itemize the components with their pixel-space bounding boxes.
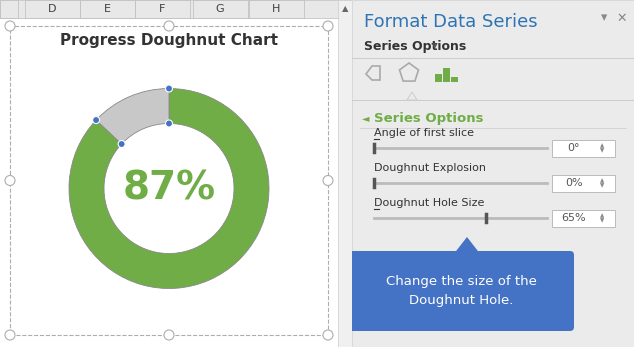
Circle shape — [93, 117, 100, 124]
Text: ▼: ▼ — [600, 149, 604, 153]
Circle shape — [118, 141, 125, 147]
FancyBboxPatch shape — [443, 68, 450, 82]
Text: 0°: 0° — [568, 143, 580, 153]
Text: Progress Doughnut Chart: Progress Doughnut Chart — [60, 33, 278, 48]
Circle shape — [323, 21, 333, 31]
Circle shape — [165, 85, 172, 92]
Text: Series Options: Series Options — [364, 40, 466, 52]
Text: Angle of first slice: Angle of first slice — [374, 128, 474, 138]
Polygon shape — [453, 237, 481, 255]
Circle shape — [5, 21, 15, 31]
Polygon shape — [407, 92, 417, 100]
FancyBboxPatch shape — [552, 139, 614, 156]
FancyBboxPatch shape — [134, 0, 190, 18]
FancyBboxPatch shape — [435, 74, 442, 82]
FancyBboxPatch shape — [25, 0, 79, 18]
Text: F: F — [158, 4, 165, 14]
Text: D: D — [48, 4, 56, 14]
Circle shape — [105, 125, 233, 253]
FancyBboxPatch shape — [451, 77, 458, 82]
Circle shape — [164, 330, 174, 340]
Text: ▲: ▲ — [600, 213, 604, 219]
Text: 87%: 87% — [122, 169, 216, 208]
FancyBboxPatch shape — [0, 0, 18, 18]
FancyBboxPatch shape — [249, 0, 304, 18]
FancyBboxPatch shape — [10, 26, 328, 335]
Text: ▾: ▾ — [432, 41, 437, 51]
FancyBboxPatch shape — [338, 0, 352, 347]
Text: G: G — [216, 4, 224, 14]
FancyBboxPatch shape — [193, 0, 247, 18]
Circle shape — [164, 21, 174, 31]
Text: Doughnut Explosion: Doughnut Explosion — [374, 163, 486, 173]
FancyBboxPatch shape — [352, 0, 634, 347]
FancyBboxPatch shape — [552, 175, 614, 192]
Text: ▼: ▼ — [600, 184, 604, 188]
Wedge shape — [69, 88, 269, 288]
Text: ▲: ▲ — [600, 178, 604, 184]
Circle shape — [165, 120, 172, 127]
Text: Change the size of the
Doughnut Hole.: Change the size of the Doughnut Hole. — [385, 275, 536, 307]
Text: Format Data Series: Format Data Series — [364, 13, 538, 31]
FancyBboxPatch shape — [0, 0, 352, 18]
Circle shape — [5, 330, 15, 340]
FancyBboxPatch shape — [79, 0, 134, 18]
Text: ▲: ▲ — [342, 5, 348, 14]
Text: ◄: ◄ — [362, 113, 370, 123]
Text: 65%: 65% — [562, 213, 586, 223]
Text: ✕: ✕ — [617, 11, 627, 25]
Wedge shape — [96, 88, 169, 144]
FancyBboxPatch shape — [348, 251, 574, 331]
Circle shape — [323, 330, 333, 340]
Text: ▾: ▾ — [601, 11, 607, 25]
Text: ▲: ▲ — [600, 144, 604, 149]
Text: Series Options: Series Options — [374, 111, 484, 125]
Text: 0%: 0% — [565, 178, 583, 188]
Text: ▼: ▼ — [600, 219, 604, 223]
Text: E: E — [103, 4, 110, 14]
Circle shape — [323, 176, 333, 186]
Text: Doughnut Hole Size: Doughnut Hole Size — [374, 198, 484, 208]
Circle shape — [5, 176, 15, 186]
Text: H: H — [272, 4, 280, 14]
FancyBboxPatch shape — [552, 210, 614, 227]
